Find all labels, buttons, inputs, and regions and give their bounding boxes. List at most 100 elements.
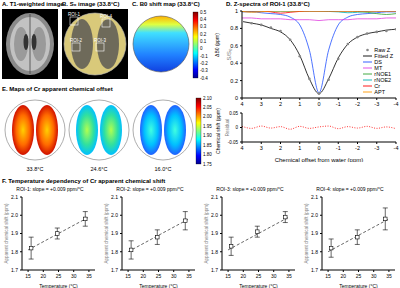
svg-text:20: 20 xyxy=(341,273,347,279)
svg-text:1: 1 xyxy=(298,145,301,151)
svg-text:1.8: 1.8 xyxy=(111,249,118,255)
svg-text:35: 35 xyxy=(186,273,192,279)
svg-text:-0.05: -0.05 xyxy=(228,140,239,145)
svg-text:1: 1 xyxy=(235,8,238,14)
svg-text:Temperature (°C): Temperature (°C) xyxy=(39,283,78,288)
svg-text:1.95: 1.95 xyxy=(203,124,212,129)
svg-text:20: 20 xyxy=(141,273,147,279)
svg-text:1.9: 1.9 xyxy=(111,230,118,236)
svg-text:30: 30 xyxy=(71,273,77,279)
svg-text:1.85: 1.85 xyxy=(203,143,212,148)
svg-text:2.0: 2.0 xyxy=(311,212,318,218)
svg-text:-3: -3 xyxy=(374,101,379,107)
svg-text:15: 15 xyxy=(325,273,331,279)
svg-text:1.90: 1.90 xyxy=(203,133,212,138)
svg-text:1.80: 1.80 xyxy=(203,152,212,157)
svg-text:Apparent chemical shift (ppm): Apparent chemical shift (ppm) xyxy=(304,203,309,263)
svg-text:2.1: 2.1 xyxy=(211,194,218,200)
svg-text:ROI-4: ROI-4 xyxy=(100,14,112,19)
svg-text:2: 2 xyxy=(279,145,282,151)
svg-text:0: 0 xyxy=(317,145,320,151)
svg-text:20: 20 xyxy=(241,273,247,279)
svg-text:Temperature (°C): Temperature (°C) xyxy=(239,283,278,288)
svg-text:2.0: 2.0 xyxy=(211,212,218,218)
svg-text:0: 0 xyxy=(235,95,238,101)
svg-text:Apparent chemical shift (ppm): Apparent chemical shift (ppm) xyxy=(4,203,9,263)
svg-text:1.8: 1.8 xyxy=(11,249,18,255)
svg-text:0.5: 0.5 xyxy=(200,10,207,15)
svg-text:ROI-1: ROI-1 xyxy=(68,12,80,17)
svg-text:-2: -2 xyxy=(355,101,360,107)
svg-text:-0.2: -0.2 xyxy=(200,61,208,66)
svg-text:35: 35 xyxy=(86,273,92,279)
svg-text:-0.3: -0.3 xyxy=(200,68,208,73)
svg-text:1.7: 1.7 xyxy=(211,267,218,273)
svg-text:S/S₀: S/S₀ xyxy=(226,48,232,61)
svg-text:0.2: 0.2 xyxy=(200,32,207,37)
svg-text:1.9: 1.9 xyxy=(11,230,18,236)
svg-text:4: 4 xyxy=(240,145,243,151)
svg-text:ROI-2: ROI-2 xyxy=(70,38,82,43)
svg-text:ROI-3: ROI-3 xyxy=(94,38,106,43)
svg-text:25: 25 xyxy=(256,273,262,279)
svg-text:4: 4 xyxy=(240,101,243,107)
svg-text:2.0: 2.0 xyxy=(11,212,18,218)
svg-text:2: 2 xyxy=(279,101,282,107)
svg-text:0.05: 0.05 xyxy=(229,111,238,116)
svg-text:20: 20 xyxy=(41,273,47,279)
svg-text:-1: -1 xyxy=(336,145,341,151)
svg-text:0.2: 0.2 xyxy=(230,78,238,84)
svg-text:35: 35 xyxy=(386,273,392,279)
svg-text:1: 1 xyxy=(298,101,301,107)
svg-text:1.7: 1.7 xyxy=(11,267,18,273)
svg-text:30: 30 xyxy=(271,273,277,279)
svg-text:1.9: 1.9 xyxy=(311,230,318,236)
svg-text:0: 0 xyxy=(200,46,203,51)
svg-text:Residual: Residual xyxy=(225,119,230,137)
svg-text:Temperature (°C): Temperature (°C) xyxy=(139,283,178,288)
svg-text:2.00: 2.00 xyxy=(203,114,212,119)
svg-text:Temperature (°C): Temperature (°C) xyxy=(339,283,378,288)
svg-text:0.6: 0.6 xyxy=(230,43,238,49)
svg-text:-0.4: -0.4 xyxy=(200,76,208,81)
svg-text:2.0: 2.0 xyxy=(111,212,118,218)
svg-text:0.8: 0.8 xyxy=(230,25,238,31)
svg-text:15: 15 xyxy=(225,273,231,279)
svg-text:35: 35 xyxy=(286,273,292,279)
svg-text:0.3: 0.3 xyxy=(200,24,207,29)
svg-text:1.8: 1.8 xyxy=(211,249,218,255)
svg-text:3: 3 xyxy=(260,101,263,107)
svg-text:25: 25 xyxy=(56,273,62,279)
svg-text:2.1: 2.1 xyxy=(311,194,318,200)
svg-text:3: 3 xyxy=(260,145,263,151)
svg-text:2.05: 2.05 xyxy=(203,105,212,110)
svg-text:1.7: 1.7 xyxy=(111,267,118,273)
svg-text:25: 25 xyxy=(356,273,362,279)
svg-text:1.8: 1.8 xyxy=(311,249,318,255)
svg-text:15: 15 xyxy=(25,273,31,279)
svg-text:ΔB0 (ppm): ΔB0 (ppm) xyxy=(214,33,220,57)
svg-text:-4: -4 xyxy=(394,101,399,107)
svg-text:-1: -1 xyxy=(336,101,341,107)
svg-text:0: 0 xyxy=(317,101,320,107)
svg-text:-4: -4 xyxy=(394,145,399,151)
svg-text:Apparent chemical shift (ppm): Apparent chemical shift (ppm) xyxy=(204,203,209,263)
svg-text:-3: -3 xyxy=(374,145,379,151)
svg-text:Chemical shift (ppm): Chemical shift (ppm) xyxy=(215,108,221,154)
svg-text:1.7: 1.7 xyxy=(311,267,318,273)
svg-text:-2: -2 xyxy=(355,145,360,151)
svg-text:-0.1: -0.1 xyxy=(200,54,208,59)
svg-text:2.1: 2.1 xyxy=(111,194,118,200)
svg-text:1.75: 1.75 xyxy=(203,162,212,167)
svg-text:30: 30 xyxy=(371,273,377,279)
svg-text:Chemical offset from water (pp: Chemical offset from water (ppm) xyxy=(275,157,364,162)
svg-text:0.4: 0.4 xyxy=(200,17,207,22)
svg-text:Apparent chemical shift (ppm): Apparent chemical shift (ppm) xyxy=(104,203,109,263)
svg-text:1.9: 1.9 xyxy=(211,230,218,236)
svg-text:30: 30 xyxy=(171,273,177,279)
svg-text:0.1: 0.1 xyxy=(200,39,207,44)
svg-text:2.10: 2.10 xyxy=(203,96,212,101)
svg-text:0: 0 xyxy=(235,125,238,130)
svg-text:2.1: 2.1 xyxy=(11,194,18,200)
svg-text:15: 15 xyxy=(125,273,131,279)
